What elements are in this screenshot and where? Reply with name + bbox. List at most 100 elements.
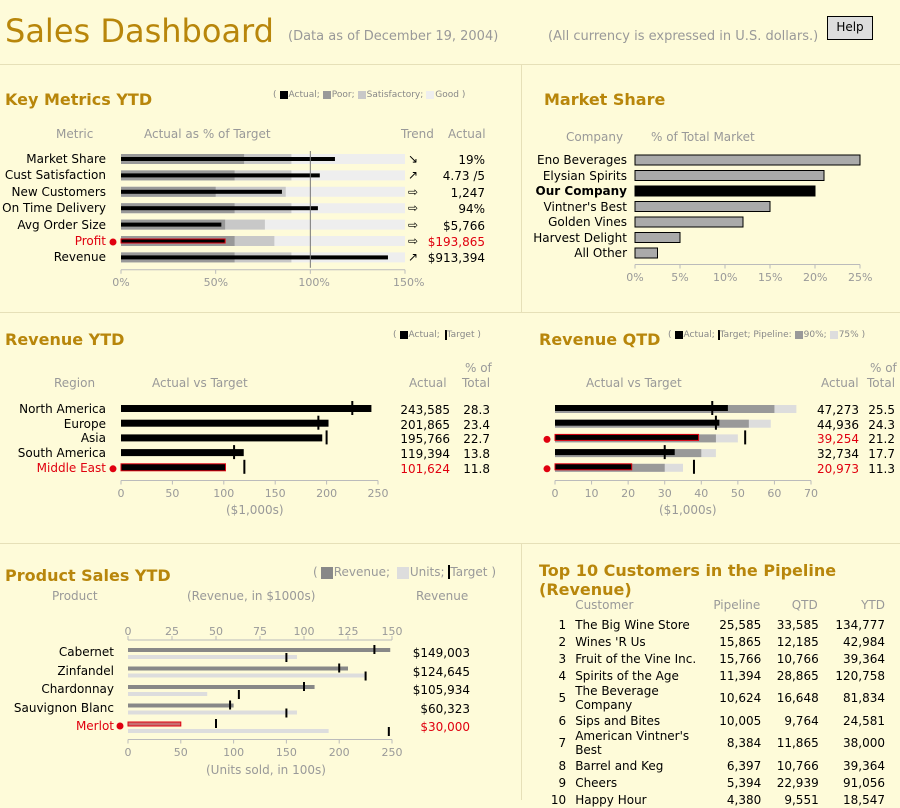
customer-pipeline: 25,585	[719, 617, 762, 632]
company-label: Golden Vines	[548, 215, 627, 229]
product-label: Cabernet	[58, 645, 114, 659]
table-row: 2 Wines 'R Us 15,865 12,185 42,984	[540, 633, 890, 650]
col-product: Product	[52, 589, 98, 603]
table-row: 9 Cheers 5,394 22,939 91,056	[540, 774, 890, 791]
revenue-qtd-unit: ($1,000s)	[659, 503, 717, 517]
qtd-actual-value: 47,273	[817, 403, 859, 417]
metric-label: Market Share	[26, 152, 106, 166]
alert-dot	[116, 722, 124, 730]
customer-name: American Vintner's Best	[575, 729, 690, 757]
units-unit: (Units sold, in 100s)	[206, 763, 326, 777]
col-company: Company	[566, 130, 624, 144]
col-region: Region	[54, 376, 96, 390]
page-title: Sales Dashboard	[5, 12, 274, 50]
alert-dot	[543, 465, 551, 473]
divider-vertical-1	[521, 64, 522, 313]
axis-tick-label: 10	[584, 486, 599, 500]
customer-rank: 5	[558, 691, 567, 705]
actual-bar	[120, 238, 226, 244]
qtd-actual-value: 39,254	[817, 432, 859, 447]
customer-rank: 2	[558, 634, 567, 649]
trend-icon: ↗	[408, 250, 419, 265]
units-bar	[128, 710, 297, 715]
units-axis-label: 150	[275, 745, 297, 759]
actual-bar	[121, 189, 282, 194]
customer-ytd: 120,758	[835, 668, 885, 683]
qtd-pct-value: 11.3	[868, 461, 895, 476]
customer-rank: 7	[558, 736, 567, 750]
product-revenue-value: $105,934	[412, 683, 470, 697]
region-label: Middle East	[36, 460, 106, 475]
region-pct-value: 22.7	[463, 432, 490, 447]
customer-name: Fruit of the Vine Inc.	[575, 651, 697, 666]
top-customers-table: Customer Pipeline QTD YTD 1 The Big Wine …	[540, 594, 890, 808]
customer-ytd: 39,364	[843, 758, 885, 773]
axis-tick-label: 0	[551, 486, 559, 500]
target-marker	[714, 415, 717, 430]
metric-label: Cust Satisfaction	[4, 168, 106, 183]
data-date-note: (Data as of December 19, 2004)	[288, 29, 499, 44]
region-label: Asia	[80, 431, 106, 446]
region-actual-value: 201,865	[400, 417, 450, 432]
customer-pipeline: 11,394	[719, 668, 762, 683]
qtd-pct-value: 24.3	[868, 417, 895, 432]
metric-label: Avg Order Size	[17, 217, 106, 232]
units-target-marker	[285, 653, 288, 662]
region-label: Europe	[63, 416, 106, 431]
help-button[interactable]: Help	[827, 16, 873, 40]
region-label: North America	[19, 402, 106, 416]
axis-tick-label: 40	[694, 486, 709, 500]
product-sales-title: Product Sales YTD	[5, 566, 171, 585]
company-label: Eno Beverages	[537, 153, 627, 167]
trend-icon: ⇨	[408, 217, 419, 232]
customer-qtd: 10,766	[776, 651, 819, 666]
qtd-pct-value: 17.7	[868, 447, 895, 462]
axis-tick-label: 10%	[713, 270, 738, 284]
customer-rank: 4	[558, 668, 567, 683]
col-revenue: Revenue	[416, 589, 469, 603]
actual-bar	[121, 419, 329, 427]
company-label: Vintner's Best	[543, 199, 627, 214]
axis-tick-label: 20%	[803, 270, 828, 284]
region-label: South America	[17, 446, 106, 461]
customer-name: Sips and Bites	[575, 713, 661, 728]
metric-actual-value: 94%	[458, 202, 485, 217]
actual-bar	[120, 463, 226, 472]
col-pct-qtd-1: % of	[870, 361, 897, 375]
region-actual-value: 243,585	[400, 403, 450, 417]
share-bar	[634, 185, 816, 197]
product-label: Sauvignon Blanc	[13, 700, 114, 715]
axis-tick-label: 200	[316, 486, 338, 500]
table-row: 1 The Big Wine Store 25,585 33,585 134,777	[540, 616, 890, 633]
revenue-ytd-legend: (Actual; Target )	[393, 330, 481, 340]
trend-icon: ↘	[408, 152, 419, 166]
customer-rank: 1	[558, 617, 567, 632]
customer-name: Spirits of the Age	[575, 668, 679, 683]
revenue-target-marker	[229, 700, 232, 710]
customer-pipeline: 10,005	[719, 713, 762, 728]
region-actual-value: 119,394	[400, 447, 450, 462]
divider-vertical-3	[521, 543, 522, 800]
customer-ytd: 24,581	[843, 713, 885, 728]
customer-name: The Beverage Company	[575, 684, 659, 712]
product-sales-legend: (Revenue; Units; Target )	[313, 565, 497, 579]
alert-dot	[109, 465, 117, 473]
actual-bar	[121, 206, 318, 211]
col-actual-vs-target: Actual vs Target	[152, 376, 248, 390]
customer-ytd: 81,834	[843, 691, 885, 705]
target-marker	[243, 459, 246, 474]
trend-icon: ↗	[408, 168, 419, 183]
revenue-ytd-unit: ($1,000s)	[226, 503, 284, 517]
col-pct-label-1: % of	[465, 361, 492, 375]
trend-icon: ⇨	[408, 201, 419, 216]
key-metrics-title: Key Metrics YTD	[5, 90, 153, 109]
axis-tick-label: 0	[117, 486, 125, 500]
metric-label: Profit	[74, 234, 106, 248]
customer-rank: 9	[558, 775, 567, 790]
share-bar	[634, 247, 658, 259]
revenue-qtd-legend: (Actual; Target; Pipeline: 90%; 75% )	[668, 330, 866, 340]
header-ytd: YTD	[861, 598, 885, 612]
axis-tick-label: 30	[657, 486, 672, 500]
units-axis-label: 100	[223, 745, 245, 759]
